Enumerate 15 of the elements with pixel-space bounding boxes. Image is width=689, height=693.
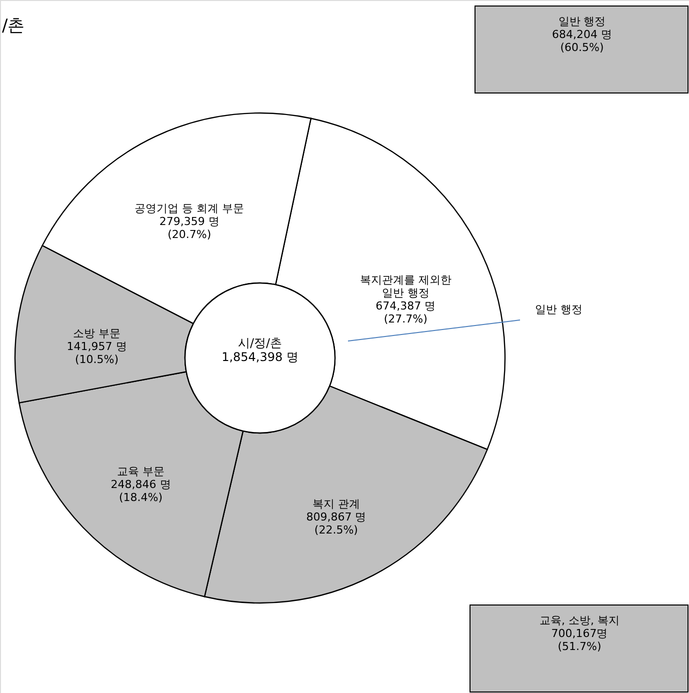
text: 일반 행정 — [535, 303, 582, 316]
data-label: 141,957 명 (10.5%) — [66, 340, 127, 366]
data-label: 674,387 명 (27.7%) — [376, 299, 436, 326]
text: 시/정/촌 1,854,398 명 — [222, 336, 298, 364]
chart-title: /촌 — [2, 16, 25, 36]
data-label: 809,867 명 (22.5%) — [306, 510, 366, 536]
data-label: 248,846 명 (18.4%) — [110, 478, 171, 504]
slice-label: 교육 부문 — [117, 465, 165, 478]
slice-label: 소방 부문 — [73, 326, 121, 340]
text: 일반 행정 684,204 명 (60.5%) — [552, 15, 612, 54]
slice-label: 공영기업 등 회계 부문 — [134, 202, 244, 215]
slice-label: 복지 관계 — [312, 497, 360, 510]
data-label: 279,359 명 (20.7%) — [159, 214, 220, 241]
slice-label: 복지관계를 제외한 일반 행정 — [360, 273, 452, 300]
text: 교육, 소방, 복지 700,167명 (51.7%) — [540, 614, 620, 653]
